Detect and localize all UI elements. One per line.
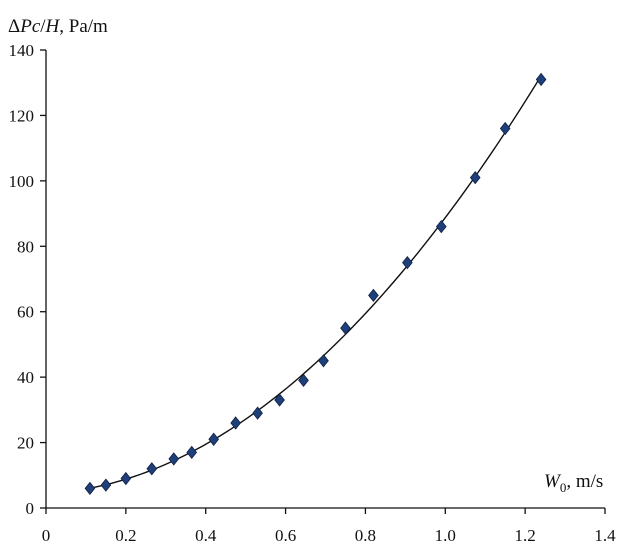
data-point — [298, 373, 309, 388]
x-tick-label: 1.2 — [515, 526, 536, 545]
y-tick-label: 100 — [9, 172, 35, 191]
x-axis-label: W0, m/s — [544, 471, 603, 495]
data-point — [100, 478, 112, 492]
y-axis-label: ΔPc/H, Pa/m — [8, 16, 108, 37]
x-tick-label: 0.4 — [195, 526, 217, 545]
y-tick-label: 80 — [17, 237, 34, 256]
x-tick-label: 1.4 — [594, 526, 616, 545]
data-point — [368, 288, 379, 302]
y-tick-label: 60 — [17, 303, 34, 322]
data-point — [120, 471, 132, 486]
x-tick-label: 1.0 — [435, 526, 456, 545]
y-tick-label: 20 — [17, 434, 34, 453]
trend-line — [89, 75, 542, 489]
y-tick-label: 120 — [9, 106, 35, 125]
data-point — [435, 220, 447, 234]
data-point — [499, 121, 511, 136]
y-tick-label: 140 — [9, 41, 35, 60]
data-point — [402, 256, 413, 270]
data-point — [252, 406, 263, 420]
data-point — [535, 72, 547, 87]
x-axis: 0 0.2 0.4 0.6 0.8 1.0 1.2 1.4 — [42, 507, 616, 545]
x-tick-label: 0.2 — [115, 526, 136, 545]
data-point — [186, 445, 198, 460]
data-point — [208, 432, 220, 446]
y-tick-label: 0 — [26, 499, 35, 518]
data-point — [469, 170, 481, 185]
data-point — [84, 481, 96, 496]
data-point — [146, 462, 158, 476]
data-point — [274, 393, 285, 407]
y-tick-label: 40 — [17, 368, 34, 387]
x-tick-label: 0.8 — [355, 526, 376, 545]
data-points — [84, 72, 547, 496]
y-axis: 0 20 40 60 80 100 120 140 — [9, 41, 47, 518]
data-point — [168, 452, 180, 466]
x-tick-label: 0.6 — [275, 526, 296, 545]
data-point — [230, 416, 241, 430]
data-point — [340, 321, 351, 335]
data-point — [318, 354, 329, 368]
x-tick-label: 0 — [42, 526, 51, 545]
